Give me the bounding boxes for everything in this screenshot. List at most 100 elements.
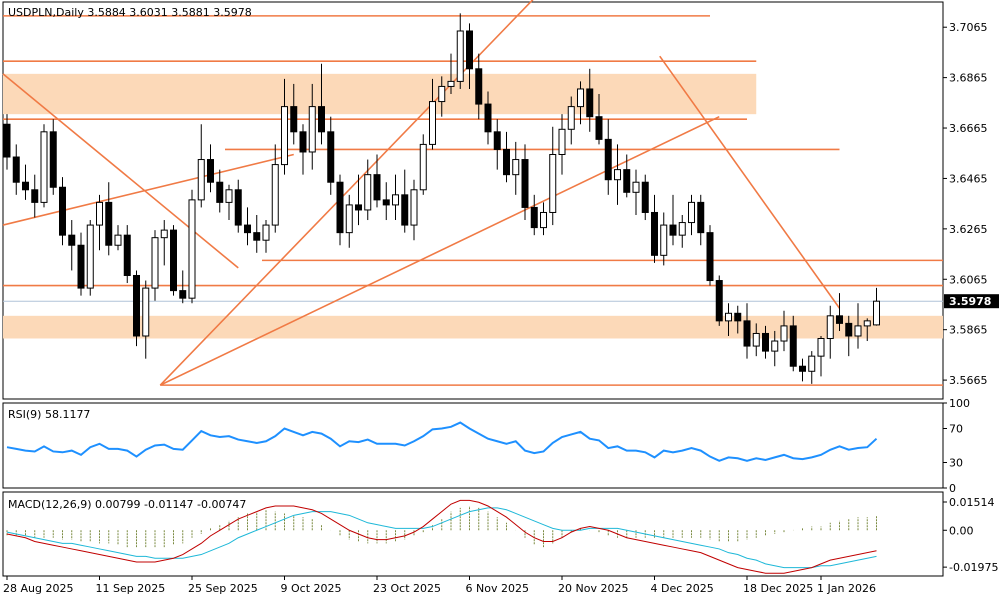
current-price-tag xyxy=(944,294,999,309)
candle-bullish xyxy=(151,237,159,289)
candle-bearish xyxy=(475,68,483,105)
candle-bullish xyxy=(86,224,94,289)
date-axis-tick-label: 28 Aug 2025 xyxy=(3,582,73,595)
rsi-layer xyxy=(6,421,878,462)
candle-bullish xyxy=(96,201,103,226)
candle-bearish xyxy=(373,174,381,201)
rsi-axis-tick-label: 0 xyxy=(949,482,956,495)
candle-bearish xyxy=(669,224,677,236)
candle-bearish xyxy=(216,181,224,203)
candle-bearish xyxy=(789,325,797,367)
price-panel-frame xyxy=(2,1,944,400)
rsi-axis-tick-label: 30 xyxy=(949,457,963,470)
rsi-line xyxy=(6,421,878,462)
candle-bearish xyxy=(49,131,57,188)
candle-bullish xyxy=(512,159,520,176)
candle-bullish xyxy=(364,174,372,211)
candle-bearish xyxy=(799,365,806,372)
date-axis-tick-label: 18 Dec 2025 xyxy=(743,582,813,595)
macd-main-line xyxy=(6,499,877,574)
macd-axis-tick-label: 0.01514 xyxy=(949,496,995,509)
candle-bearish xyxy=(586,88,594,118)
candle-bearish xyxy=(355,204,362,211)
candle-bearish xyxy=(836,315,843,324)
candle-bullish xyxy=(540,211,547,229)
candle-bearish xyxy=(133,274,140,337)
candle-bullish xyxy=(688,201,695,224)
candle-bearish xyxy=(401,194,409,226)
candle-bearish xyxy=(604,138,612,181)
candle-bullish xyxy=(225,189,233,203)
candle-bullish xyxy=(817,338,825,357)
candle-bullish xyxy=(271,164,279,226)
candle-bearish xyxy=(641,181,649,213)
price-axis-tick-label: 3.7065 xyxy=(949,21,988,34)
date-axis-tick-label: 4 Dec 2025 xyxy=(651,582,714,595)
candle-bullish xyxy=(40,131,48,203)
candle-bullish xyxy=(308,106,316,153)
rsi-label: RSI(9) 58.1177 xyxy=(8,408,90,421)
candle-bearish xyxy=(22,181,29,191)
candle-bearish xyxy=(290,106,298,133)
axes-layer: 3.7065 3.6865 3.6665 3.6465 3.6265 3.6065 3.58… xyxy=(3,21,999,595)
candle-bullish xyxy=(567,106,575,130)
candle-bearish xyxy=(179,290,187,299)
candle-bearish xyxy=(77,244,85,289)
candle-bullish xyxy=(660,224,668,256)
macd-axis-tick-label: 0.00 xyxy=(949,524,974,537)
price-axis-tick-label: 3.6265 xyxy=(949,223,988,236)
date-axis-tick-label: 1 Jan 2026 xyxy=(817,582,876,595)
candle-bullish xyxy=(752,332,760,347)
candle-bearish xyxy=(327,131,335,183)
rsi-axis-tick-label: 70 xyxy=(949,423,963,436)
candle-bearish xyxy=(743,320,751,347)
candle-bearish xyxy=(466,30,473,70)
trend-line xyxy=(2,73,239,269)
macd-label: MACD(12,26,9) 0.00799 -0.01147 -0.00747 xyxy=(8,498,246,511)
price-axis-tick-label: 3.6465 xyxy=(949,172,988,185)
candle-bullish xyxy=(771,340,779,352)
candle-bearish xyxy=(595,116,603,140)
price-axis-tick-label: 3.6865 xyxy=(949,72,988,85)
rsi-panel-frame xyxy=(2,402,944,489)
candle-bullish xyxy=(873,300,880,326)
candle-bearish xyxy=(3,123,11,158)
price-axis-tick-label: 3.5665 xyxy=(949,374,988,387)
candle-bearish xyxy=(715,280,723,322)
candle-bearish xyxy=(651,211,658,256)
price-axis-tick-label: 3.5865 xyxy=(949,324,988,337)
candle-bullish xyxy=(345,204,353,234)
candle-bullish xyxy=(614,169,621,181)
candle-bearish xyxy=(382,199,390,206)
candle-bullish xyxy=(419,143,427,191)
candle-bearish xyxy=(845,322,853,337)
candle-bullish xyxy=(142,287,150,337)
price-axis-tick-label: 3.6665 xyxy=(949,122,988,135)
candle-bearish xyxy=(68,234,76,246)
candle-bullish xyxy=(854,325,862,337)
candle-bearish xyxy=(123,234,131,276)
candle-bearish xyxy=(299,131,307,153)
candle-bearish xyxy=(336,181,344,234)
candle-bearish xyxy=(530,206,538,229)
candle-bearish xyxy=(484,103,492,133)
date-axis-tick-label: 25 Sep 2025 xyxy=(188,582,258,595)
candle-bullish xyxy=(262,224,270,241)
trend-line xyxy=(2,153,294,226)
candle-bullish xyxy=(780,325,788,342)
candle-bullish xyxy=(826,315,834,340)
macd-signal-line xyxy=(6,507,877,569)
candle-bullish xyxy=(549,153,557,213)
candle-bearish xyxy=(253,232,261,241)
candle-bullish xyxy=(678,222,686,236)
candle-bearish xyxy=(244,224,251,234)
candle-bullish xyxy=(863,320,871,327)
chart-header: USDPLN,Daily 3.5884 3.6031 3.5881 3.5978 xyxy=(8,6,252,19)
macd-layer xyxy=(6,499,877,574)
candle-bearish xyxy=(706,232,714,282)
candle-bearish xyxy=(521,159,529,208)
candles-layer xyxy=(3,13,880,384)
candle-bearish xyxy=(105,201,113,246)
trend-line xyxy=(659,55,841,309)
candle-bullish xyxy=(410,189,418,226)
